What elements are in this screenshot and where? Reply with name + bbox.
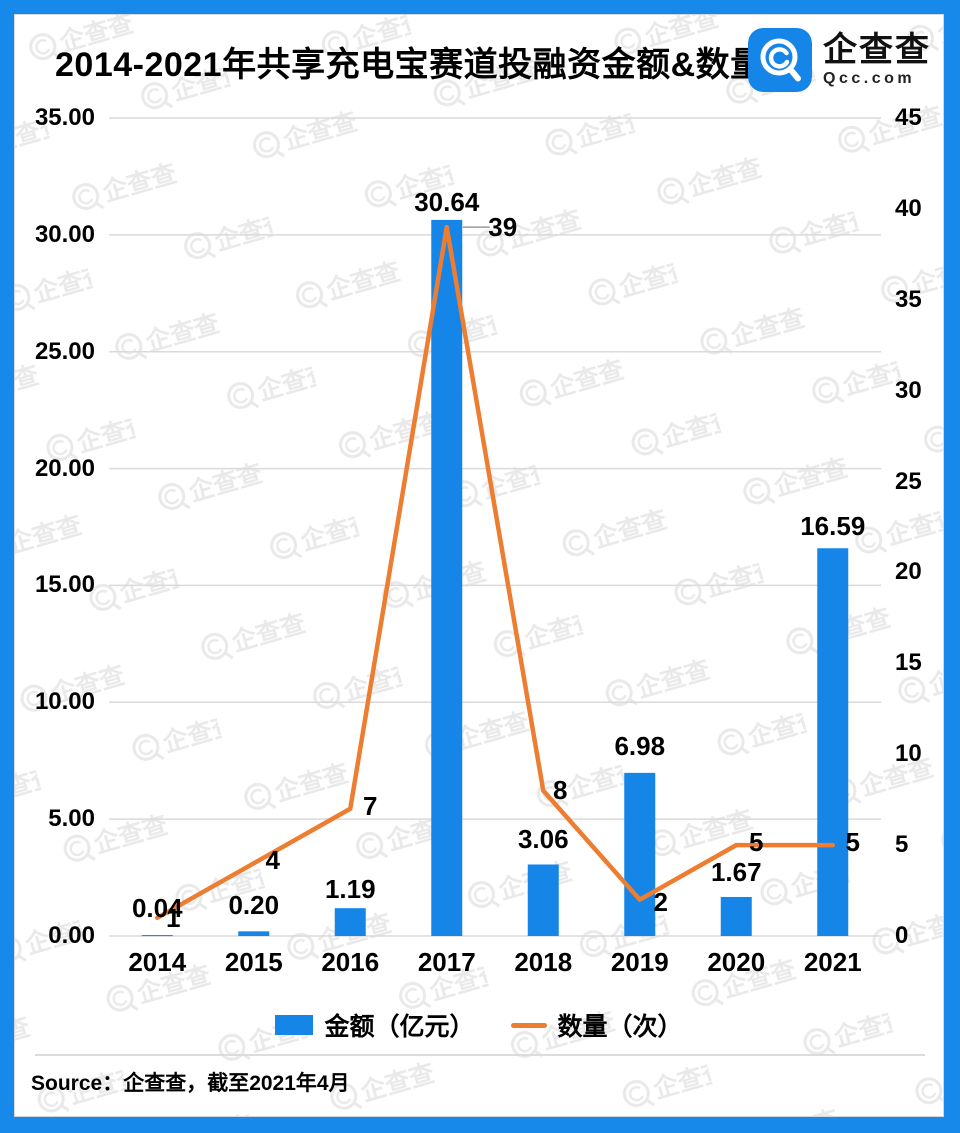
chart-legend: 金额（亿元） 数量（次） <box>15 1007 943 1043</box>
qcc-logo-text: 企查查 Qcc.com <box>823 32 931 88</box>
bar-value-label: 1.19 <box>324 874 376 905</box>
line-value-label: 39 <box>488 212 518 243</box>
line-value-label: 2 <box>653 886 668 917</box>
bar-2016 <box>334 908 366 936</box>
bar-value-label: 0.04 <box>131 893 183 924</box>
footer-divider <box>35 1054 925 1056</box>
line-value-label: 1 <box>166 902 181 933</box>
bar-2015 <box>238 931 270 936</box>
content-card: 企查查 企查查 2014-2021年共享充电宝赛道投融资金额&数量 <box>14 14 944 1117</box>
x-axis-label: 2014 <box>128 947 187 977</box>
bar-2020 <box>720 896 752 936</box>
y-right-tick-label: 40 <box>895 194 922 222</box>
bar-value-label: 3.06 <box>517 824 569 855</box>
y-right-tick-label: 45 <box>895 104 922 131</box>
legend-item-amount: 金额（亿元） <box>275 1007 475 1043</box>
line-value-label: 4 <box>265 845 280 876</box>
x-axis-label: 2015 <box>224 947 283 977</box>
x-axis-label: 2018 <box>514 947 573 977</box>
y-right-tick-label: 20 <box>895 558 922 586</box>
x-axis-label: 2019 <box>610 947 669 977</box>
y-left-tick-label: 10.00 <box>34 688 95 716</box>
logo-brand: 企查查 <box>823 31 931 69</box>
y-left-tick-label: 0.00 <box>48 922 95 949</box>
qcc-logo: 企查查 Qcc.com <box>748 28 931 92</box>
y-right-tick-label: 35 <box>895 285 922 313</box>
x-axis-label: 2016 <box>321 947 380 977</box>
y-left-tick-label: 25.00 <box>34 337 95 365</box>
bar-value-label: 30.64 <box>414 186 480 217</box>
line-value-label: 8 <box>553 774 568 805</box>
line-value-label: 5 <box>845 827 860 858</box>
source-note: Source：企查查，截至2021年4月 <box>31 1072 350 1095</box>
y-left-tick-label: 20.00 <box>34 454 95 482</box>
y-right-tick-label: 15 <box>895 649 922 677</box>
y-right-tick-label: 25 <box>895 467 922 495</box>
bar-value-label: 1.67 <box>710 856 762 887</box>
chart-canvas <box>109 117 881 937</box>
legend-count-label: 数量（次） <box>557 1013 683 1041</box>
y-right-tick-label: 5 <box>895 831 909 859</box>
logo-domain: Qcc.com <box>823 70 916 87</box>
bar-value-label: 0.20 <box>228 890 280 921</box>
bar-2018 <box>527 864 559 936</box>
y-left-tick-label: 15.00 <box>34 571 95 599</box>
legend-bar-swatch <box>275 1015 314 1035</box>
bar-2014 <box>141 935 173 937</box>
y-right-tick-label: 0 <box>895 922 909 949</box>
x-axis-label: 2017 <box>417 947 476 977</box>
chart-plot-area: 35.00 30.00 25.00 20.00 15.00 10.00 5.00 0.00 45… <box>15 15 943 1116</box>
x-axis-label: 2021 <box>803 947 862 977</box>
page-title: 2014-2021年共享充电宝赛道投融资金额&数量 <box>55 46 765 84</box>
y-left-tick-label: 5.00 <box>48 805 95 833</box>
y-right-tick-label: 30 <box>895 376 922 404</box>
qcc-logo-icon <box>748 28 812 92</box>
bar-2017 <box>431 219 463 937</box>
bar-2019 <box>624 772 656 936</box>
line-value-label: 5 <box>749 827 764 858</box>
y-left-tick-label: 30.00 <box>34 220 95 248</box>
count-line-series <box>155 224 835 921</box>
bar-value-label: 16.59 <box>800 511 866 542</box>
bar-value-label: 6.98 <box>614 730 666 761</box>
x-axis-label: 2020 <box>707 947 766 977</box>
legend-item-count: 数量（次） <box>510 1007 683 1043</box>
y-left-tick-label: 35.00 <box>34 104 95 131</box>
y-right-tick-label: 10 <box>895 740 922 768</box>
legend-amount-label: 金额（亿元） <box>324 1013 475 1041</box>
legend-line-swatch <box>510 1022 547 1028</box>
line-value-label: 7 <box>363 790 378 821</box>
bar-2021 <box>817 548 849 936</box>
